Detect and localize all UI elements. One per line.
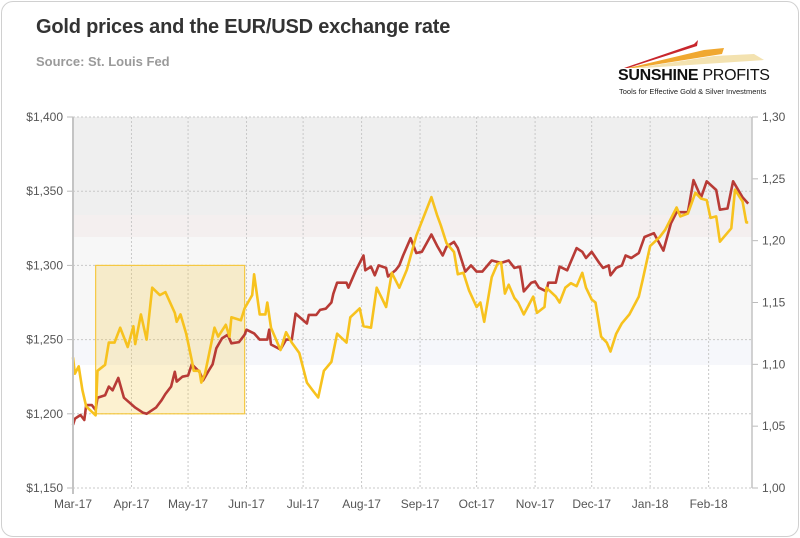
chart-title: Gold prices and the EUR/USD exchange rat… (36, 16, 451, 38)
sunshine-profits-logo: SUNSHINE PROFITS Tools for Effective Gol… (614, 40, 774, 110)
chart-subtitle: Source: St. Louis Fed (36, 54, 170, 69)
x-axis-tick-label: Sep-17 (401, 497, 440, 511)
x-axis-tick-label: Nov-17 (516, 497, 555, 511)
right-axis-tick-label: 1,25 (762, 172, 786, 186)
x-axis-tick-label: Dec-17 (572, 497, 611, 511)
series-lines (71, 178, 750, 426)
logo-name: SUNSHINE PROFITS (618, 67, 770, 84)
left-axis-tick-label: $1,400 (26, 110, 63, 124)
right-axis-tick-label: 1,15 (762, 296, 786, 310)
x-axis-tick-label: Aug-17 (342, 497, 381, 511)
gold-price-line (71, 188, 749, 417)
x-axis-tick-label: Jan-18 (632, 497, 669, 511)
right-axis-tick-label: 1,20 (762, 234, 786, 248)
x-axis-tick-label: Apr-17 (113, 497, 149, 511)
axes: $1,150 $1,200 $1,250 $1,300 $1,350 $1,400 1,00… (26, 110, 785, 511)
x-axis-tick-label: Jul-17 (287, 497, 320, 511)
x-axis-tick-label: Jun-17 (228, 497, 265, 511)
eur-usd-line (71, 178, 750, 426)
right-axis-tick-label: 1,30 (762, 110, 786, 124)
logo-tagline: Tools for Effective Gold & Silver Invest… (619, 87, 767, 96)
left-axis-tick-label: $1,250 (26, 333, 63, 347)
background-band (73, 215, 752, 237)
x-axis-tick-label: May-17 (168, 497, 208, 511)
background-band (73, 340, 752, 365)
right-axis-tick-label: 1,00 (762, 481, 786, 495)
left-axis-tick-label: $1,200 (26, 407, 63, 421)
x-axis-tick-label: Oct-17 (459, 497, 495, 511)
left-axis-tick-label: $1,150 (26, 481, 63, 495)
background-band (73, 117, 752, 215)
left-axis-tick-label: $1,300 (26, 258, 63, 272)
right-axis-tick-label: 1,10 (762, 357, 786, 371)
x-axis-tick-label: Mar-17 (54, 497, 92, 511)
left-axis-tick-label: $1,350 (26, 184, 63, 198)
x-axis-tick-label: Feb-18 (690, 497, 728, 511)
right-axis-tick-label: 1,05 (762, 419, 786, 433)
logo-rays-icon (624, 40, 764, 68)
